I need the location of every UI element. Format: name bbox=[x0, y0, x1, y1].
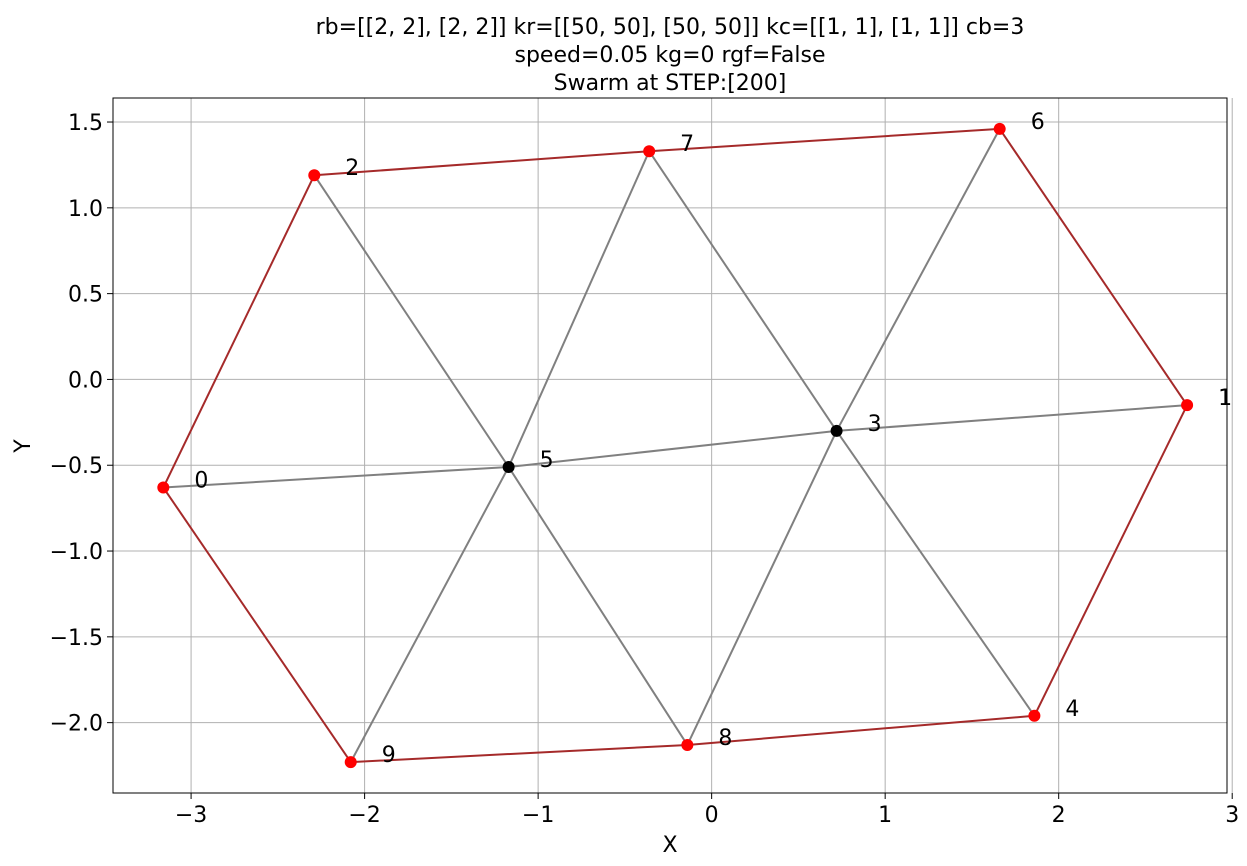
node-label-3: 3 bbox=[868, 412, 882, 437]
boundary-edge-7-6 bbox=[649, 127, 1000, 153]
x-tick-label: 1 bbox=[878, 803, 892, 828]
boundary-edge-4-8 bbox=[687, 714, 1035, 746]
x-tick-label: 2 bbox=[1052, 803, 1066, 828]
chart-title-line-2: speed=0.05 kg=0 rgf=False bbox=[514, 43, 825, 68]
x-tick-label: 0 bbox=[705, 803, 719, 828]
node-0 bbox=[157, 481, 170, 494]
node-label-2: 2 bbox=[345, 156, 359, 181]
boundary-edge-0-2 bbox=[162, 174, 316, 488]
node-3 bbox=[830, 424, 843, 437]
chart-title-line-3: Swarm at STEP:[200] bbox=[554, 71, 787, 96]
edges bbox=[162, 127, 1188, 764]
axes-frame bbox=[112, 97, 1228, 794]
node-label-0: 0 bbox=[194, 469, 208, 494]
y-tick-label: −0.5 bbox=[50, 454, 103, 479]
interior-edge-6-3 bbox=[835, 128, 1001, 432]
node-label-4: 4 bbox=[1065, 697, 1079, 722]
y-tick-label: 1.5 bbox=[68, 111, 103, 136]
interior-edge-5-9 bbox=[349, 466, 510, 763]
x-tick-label: −3 bbox=[175, 803, 207, 828]
grid bbox=[113, 98, 1233, 793]
interior-edge-2-5 bbox=[313, 174, 510, 468]
interior-edge-5-8 bbox=[507, 466, 689, 746]
boundary-edge-1-4 bbox=[1033, 404, 1188, 717]
node-6 bbox=[993, 122, 1006, 135]
y-tick-label: 0.5 bbox=[68, 283, 103, 308]
x-axis-label: X bbox=[662, 833, 677, 858]
ticks: −3 −2 −1 0 1 2 3 1.5 1.0 0.5 0.0 −0.5 −1.0 −1.5 −2.0 bbox=[50, 111, 1240, 828]
boundary-edge-6-1 bbox=[998, 128, 1188, 406]
x-tick-label: −2 bbox=[348, 803, 380, 828]
y-tick-label: −1.5 bbox=[50, 626, 103, 651]
node-1 bbox=[1181, 399, 1194, 412]
node-9 bbox=[344, 756, 357, 769]
chart-title: rb=[[2, 2], [2, 2]] kr=[[50, 50], [50, 5… bbox=[316, 15, 1025, 96]
y-tick-label: 1.0 bbox=[68, 197, 103, 222]
nodes bbox=[157, 122, 1194, 769]
interior-edge-3-4 bbox=[835, 430, 1036, 717]
y-tick-label: 0.0 bbox=[68, 368, 103, 393]
node-labels: 0 1 2 3 4 5 6 7 8 9 bbox=[194, 110, 1232, 768]
interior-edge-7-3 bbox=[648, 150, 838, 432]
node-label-8: 8 bbox=[718, 726, 732, 751]
y-axis-label: Y bbox=[11, 439, 36, 454]
chart-title-line-1: rb=[[2, 2], [2, 2]] kr=[[50, 50], [50, 5… bbox=[316, 15, 1025, 40]
boundary-edge-2-7 bbox=[314, 150, 650, 177]
node-label-1: 1 bbox=[1218, 386, 1232, 411]
x-tick-label: 3 bbox=[1225, 803, 1239, 828]
node-2 bbox=[308, 169, 321, 182]
node-8 bbox=[681, 738, 694, 751]
interior-edge-3-1 bbox=[836, 404, 1188, 432]
interior-edge-0-5 bbox=[163, 465, 509, 489]
node-7 bbox=[643, 145, 656, 158]
x-tick-label: −1 bbox=[522, 803, 554, 828]
node-label-6: 6 bbox=[1031, 110, 1045, 135]
node-4 bbox=[1028, 709, 1041, 722]
interior-edge-3-8 bbox=[686, 430, 838, 746]
boundary-edge-9-0 bbox=[162, 486, 352, 763]
node-5 bbox=[502, 460, 515, 473]
y-tick-label: −2.0 bbox=[50, 712, 103, 737]
y-tick-label: −1.0 bbox=[50, 540, 103, 565]
interior-edge-7-5 bbox=[507, 150, 651, 468]
interior-edge-5-3 bbox=[508, 429, 837, 468]
node-label-9: 9 bbox=[382, 743, 396, 768]
node-label-7: 7 bbox=[680, 132, 694, 157]
boundary-edge-8-9 bbox=[350, 743, 688, 764]
node-label-5: 5 bbox=[540, 448, 554, 473]
